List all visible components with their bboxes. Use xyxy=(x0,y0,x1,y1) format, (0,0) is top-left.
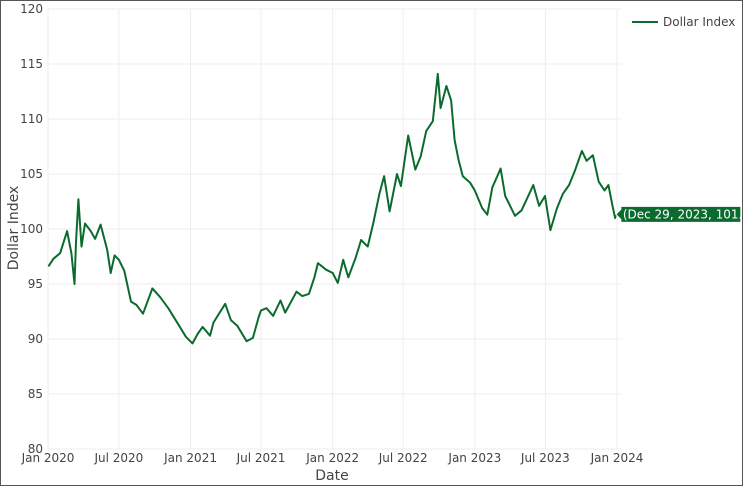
x-tick-label: Jan 2020 xyxy=(21,451,75,465)
x-tick-label: Jan 2021 xyxy=(163,451,217,465)
x-axis-title: Date xyxy=(315,468,348,484)
y-tick-label: 85 xyxy=(28,387,43,401)
y-tick-label: 100 xyxy=(20,222,43,236)
legend[interactable]: Dollar Index xyxy=(632,15,735,29)
x-tick-label: Jul 2020 xyxy=(93,451,143,465)
x-tick-label: Jan 2024 xyxy=(590,451,644,465)
y-tick-label: 90 xyxy=(28,332,43,346)
y-tick-label: 120 xyxy=(20,2,43,16)
grid xyxy=(47,8,621,450)
x-tick-label: Jul 2022 xyxy=(378,451,428,465)
hover-tooltip: (Dec 29, 2023, 101.33) xyxy=(615,205,742,223)
y-tick-label: 80 xyxy=(28,442,43,456)
x-tick-label: Jul 2021 xyxy=(236,451,286,465)
y-tick-label: 95 xyxy=(28,277,43,291)
y-tick-label: 105 xyxy=(20,167,43,181)
series-line-dollar-index[interactable] xyxy=(47,72,617,345)
y-tick-label: 110 xyxy=(20,112,43,126)
x-tick-label: Jul 2023 xyxy=(520,451,570,465)
hover-label-box xyxy=(615,205,742,223)
y-axis-ticks: 80 85 90 95 100 105 110 115 120 xyxy=(20,2,43,456)
hover-label-text: (Dec 29, 2023, 101.33) xyxy=(623,207,742,221)
y-tick-label: 115 xyxy=(20,57,43,71)
y-axis-title: Dollar Index xyxy=(6,186,22,270)
legend-label: Dollar Index xyxy=(663,15,735,29)
x-tick-label: Jan 2023 xyxy=(447,451,501,465)
x-axis-ticks: Jan 2020 Jul 2020 Jan 2021 Jul 2021 Jan 2022… xyxy=(21,451,644,465)
x-tick-label: Jan 2022 xyxy=(305,451,359,465)
